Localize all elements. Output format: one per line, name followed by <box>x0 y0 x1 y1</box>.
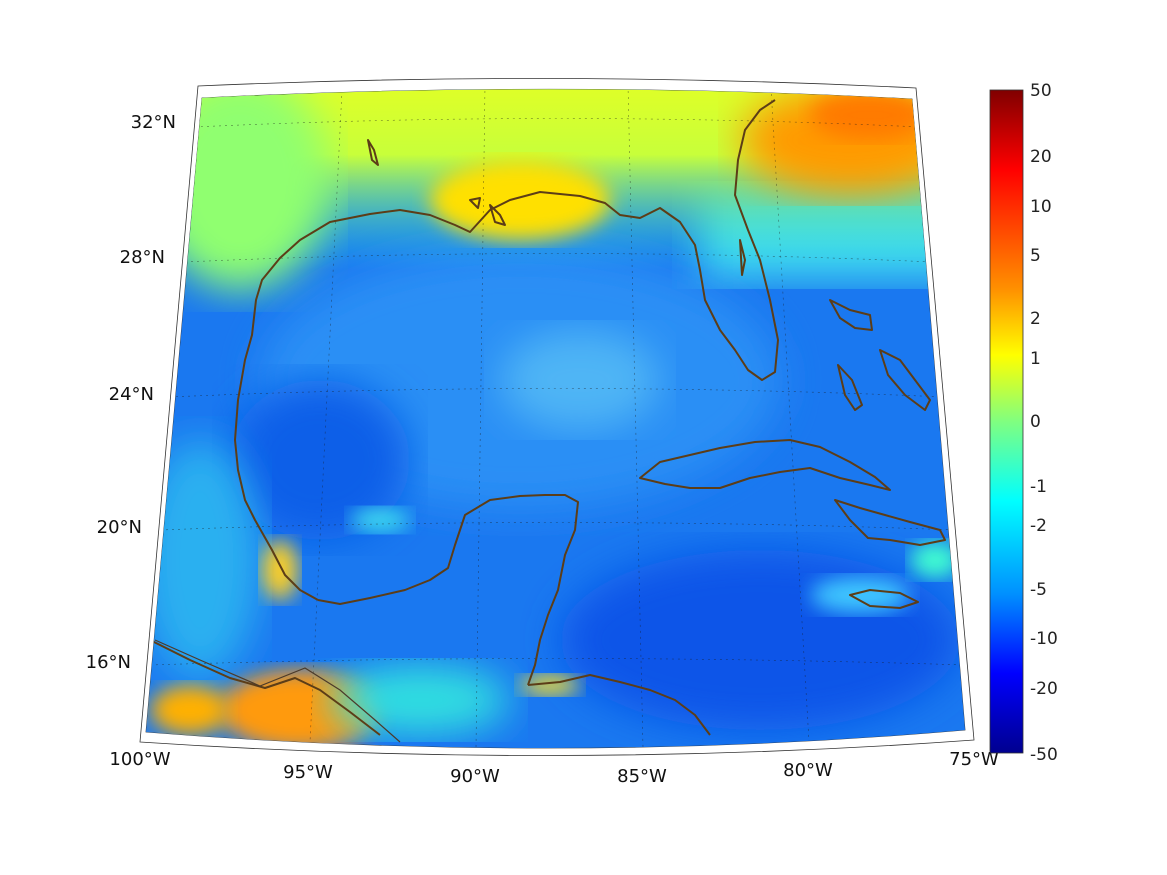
lon-label-100: 100°W <box>109 749 170 770</box>
lat-label-20: 20°N <box>97 517 142 538</box>
lon-labels: 100°W 95°W 90°W 85°W 80°W 75°W <box>109 749 999 787</box>
colorbar-tick-label: -50 <box>1030 745 1058 765</box>
lat-label-32: 32°N <box>131 112 176 133</box>
gridlines <box>149 89 965 749</box>
lon-label-75: 75°W <box>949 749 999 770</box>
borders <box>154 639 401 743</box>
data-field <box>146 89 965 749</box>
lon-label-90: 90°W <box>450 766 500 787</box>
gulf-coastline <box>234 99 779 601</box>
colorbar-tick-label: -10 <box>1030 629 1058 649</box>
colorbar-tick-label: -2 <box>1030 516 1047 536</box>
colorbar-tick-label: 1 <box>1030 349 1041 369</box>
lat-labels: 32°N 28°N 24°N 20°N 16°N <box>86 112 176 673</box>
colorbar-tick-label: 10 <box>1030 197 1052 217</box>
colorbar-tick-label: -1 <box>1030 477 1047 497</box>
colorbar-tick-label: -5 <box>1030 580 1047 600</box>
lon-label-95: 95°W <box>283 762 333 783</box>
coastlines <box>149 99 946 736</box>
lat-label-16: 16°N <box>86 652 131 673</box>
colorbar-gradient <box>989 89 1024 754</box>
yucatan-coastline <box>317 494 579 686</box>
cuba-coastline <box>639 439 891 491</box>
colorbar-tick-label: 20 <box>1030 147 1052 167</box>
colorbar-tick-label: 2 <box>1030 309 1041 329</box>
lon-label-85: 85°W <box>617 766 667 787</box>
colorbar-tick-label: 5 <box>1030 246 1041 266</box>
lon-label-80: 80°W <box>783 760 833 781</box>
lat-label-28: 28°N <box>120 247 165 268</box>
lat-label-24: 24°N <box>109 384 154 405</box>
colorbar-tick-label: 0 <box>1030 412 1041 432</box>
colorbar-tick-label: -20 <box>1030 679 1058 699</box>
colorbar-tick-label: 50 <box>1030 81 1052 101</box>
